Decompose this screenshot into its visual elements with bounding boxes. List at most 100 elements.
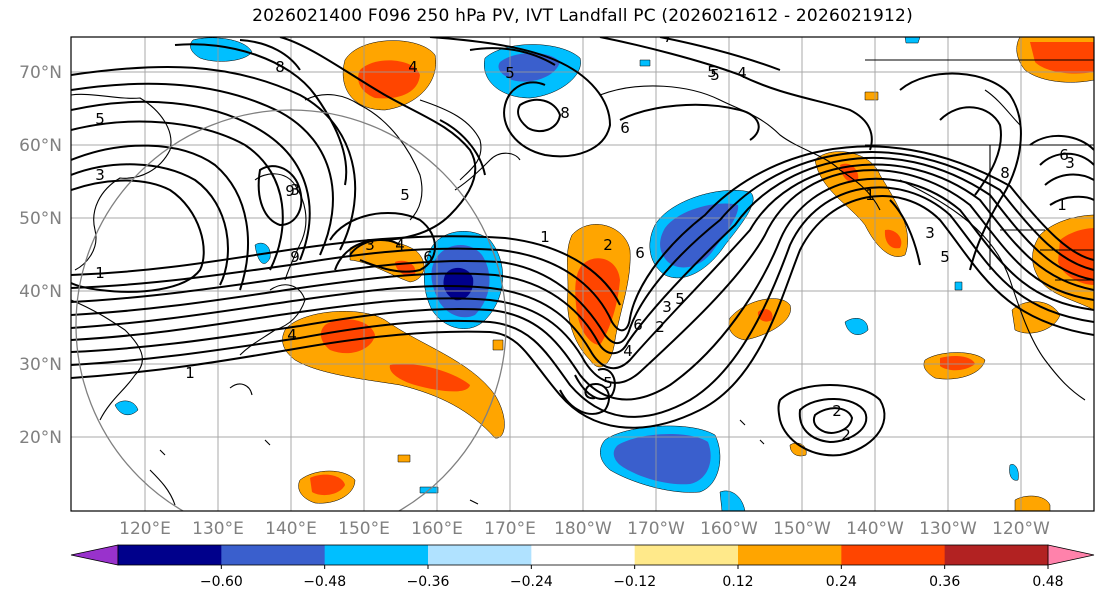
anomaly-orange <box>1014 495 1051 511</box>
longitude-labels: 120°E 130°E 140°E 150°E 160°E 170°E 180°… <box>119 519 1050 539</box>
contour-label: 3 <box>662 298 672 316</box>
contour-label: 1 <box>540 228 550 246</box>
colorbar-tick-label: −0.12 <box>613 574 656 590</box>
contour-label: 5 <box>603 374 613 392</box>
contour-label: 8 <box>275 58 285 76</box>
contour-label: 3 <box>925 224 935 242</box>
lat-label: 20°N <box>19 428 62 448</box>
colorbar-segment <box>221 545 326 565</box>
coastlines <box>71 59 1094 506</box>
contour-label: 2 <box>832 402 842 420</box>
contour-label: 5 <box>675 290 685 308</box>
lat-label: 60°N <box>19 136 62 156</box>
contour-label: 4 <box>287 326 297 344</box>
map-title: 2026021400 F096 250 hPa PV, IVT Landfall… <box>252 6 913 26</box>
anomaly-orange <box>728 298 791 341</box>
contour-label: 8 <box>560 104 570 122</box>
contour-label: 5 <box>505 64 515 82</box>
lat-label: 50°N <box>19 209 62 229</box>
contour-label: 5 <box>400 186 410 204</box>
contour-label: 6 <box>633 316 643 334</box>
colorbar-tick-label: −0.48 <box>303 574 346 590</box>
colorbar-segment <box>944 545 1049 565</box>
anomaly-orange <box>397 454 411 463</box>
contour-label: 1 <box>185 364 195 382</box>
anomaly-red <box>1030 42 1094 74</box>
contour-label: 3 <box>95 166 105 184</box>
anomaly-cyan <box>639 59 651 67</box>
anomaly-red <box>389 363 470 392</box>
lat-label: 30°N <box>19 355 62 375</box>
colorbar-tick-label: 0.48 <box>1032 574 1063 590</box>
lon-label: 170°W <box>627 519 685 539</box>
pv-contours <box>71 37 1094 457</box>
colorbar-tick-label: −0.60 <box>200 574 243 590</box>
anomaly-blue <box>660 203 739 268</box>
lon-label: 170°E <box>484 519 536 539</box>
colorbar-segment <box>634 545 739 565</box>
contour-label: 5 <box>707 63 717 81</box>
contour-label: 1 <box>1057 196 1067 214</box>
gridlines <box>71 37 1094 511</box>
landfall-radius-circle <box>75 109 507 511</box>
colorbar: −0.60 −0.48 −0.36 −0.24 −0.12 0.12 0.24 0.36 0.4… <box>70 544 1095 590</box>
contour-label: 6 <box>423 248 433 266</box>
anomaly-cyan <box>1009 464 1019 481</box>
contour-label: 4 <box>408 58 418 76</box>
colorbar-extend-left <box>70 544 119 566</box>
contour-label: 4 <box>737 64 747 82</box>
anomaly-orange <box>814 151 908 257</box>
colorbar-segment <box>428 545 532 565</box>
colorbar-segment <box>531 545 636 565</box>
colorbar-tick-label: −0.24 <box>510 574 553 590</box>
lon-label: 150°W <box>773 519 831 539</box>
contour-label: 3 <box>1065 154 1075 172</box>
anomaly-cyan <box>904 37 921 44</box>
lon-label: 130°E <box>192 519 244 539</box>
colorbar-segment <box>841 545 946 565</box>
anomaly-blue <box>613 434 711 485</box>
anomaly-red <box>940 356 975 371</box>
contour-label: 1 <box>95 264 105 282</box>
anomaly-cyan <box>114 400 139 416</box>
contour-label: 2 <box>603 236 613 254</box>
contour-label: 4 <box>395 236 405 254</box>
lon-label: 160°E <box>411 519 463 539</box>
lon-label: 180°W <box>554 519 612 539</box>
colorbar-segment <box>738 545 842 565</box>
lon-label: 120°W <box>992 519 1050 539</box>
contour-label: 3 <box>290 181 300 199</box>
contour-label: 2 <box>655 318 665 336</box>
anomaly-navy <box>443 267 474 301</box>
anomaly-orange <box>864 91 879 101</box>
contour-label: 1 <box>865 186 875 204</box>
contour-label: 6 <box>635 244 645 262</box>
contour-label: 9 <box>290 248 300 266</box>
anomaly-cyan <box>844 318 869 335</box>
map-frame <box>70 36 1095 512</box>
contour-label: 8 <box>1000 164 1010 182</box>
contour-label: 5 <box>95 110 105 128</box>
colorbar-tick-label: 0.24 <box>826 574 857 590</box>
contour-label: 9 <box>285 182 295 200</box>
lon-label: 140°E <box>265 519 317 539</box>
lon-label: 140°W <box>846 519 904 539</box>
colorbar-tick-label: 0.12 <box>722 574 753 590</box>
colorbar-segment <box>324 545 429 565</box>
latitude-labels: 70°N 60°N 50°N 40°N 30°N 20°N <box>19 63 62 448</box>
contour-label: 7 <box>663 28 673 46</box>
lat-label: 70°N <box>19 63 62 83</box>
colorbar-extend-right <box>1047 544 1095 566</box>
anomaly-cyan <box>954 281 963 291</box>
anomaly-red <box>884 229 902 249</box>
contour-label: 6 <box>1059 146 1069 164</box>
contour-label: 2 <box>841 426 851 444</box>
colorbar-tick-label: 0.36 <box>929 574 960 590</box>
contour-label: 6 <box>620 119 630 137</box>
colorbar-segment <box>118 545 222 565</box>
contour-label: 5 <box>940 248 950 266</box>
lat-label: 40°N <box>19 282 62 302</box>
lon-label: 130°W <box>919 519 977 539</box>
contour-label: 3 <box>365 236 375 254</box>
